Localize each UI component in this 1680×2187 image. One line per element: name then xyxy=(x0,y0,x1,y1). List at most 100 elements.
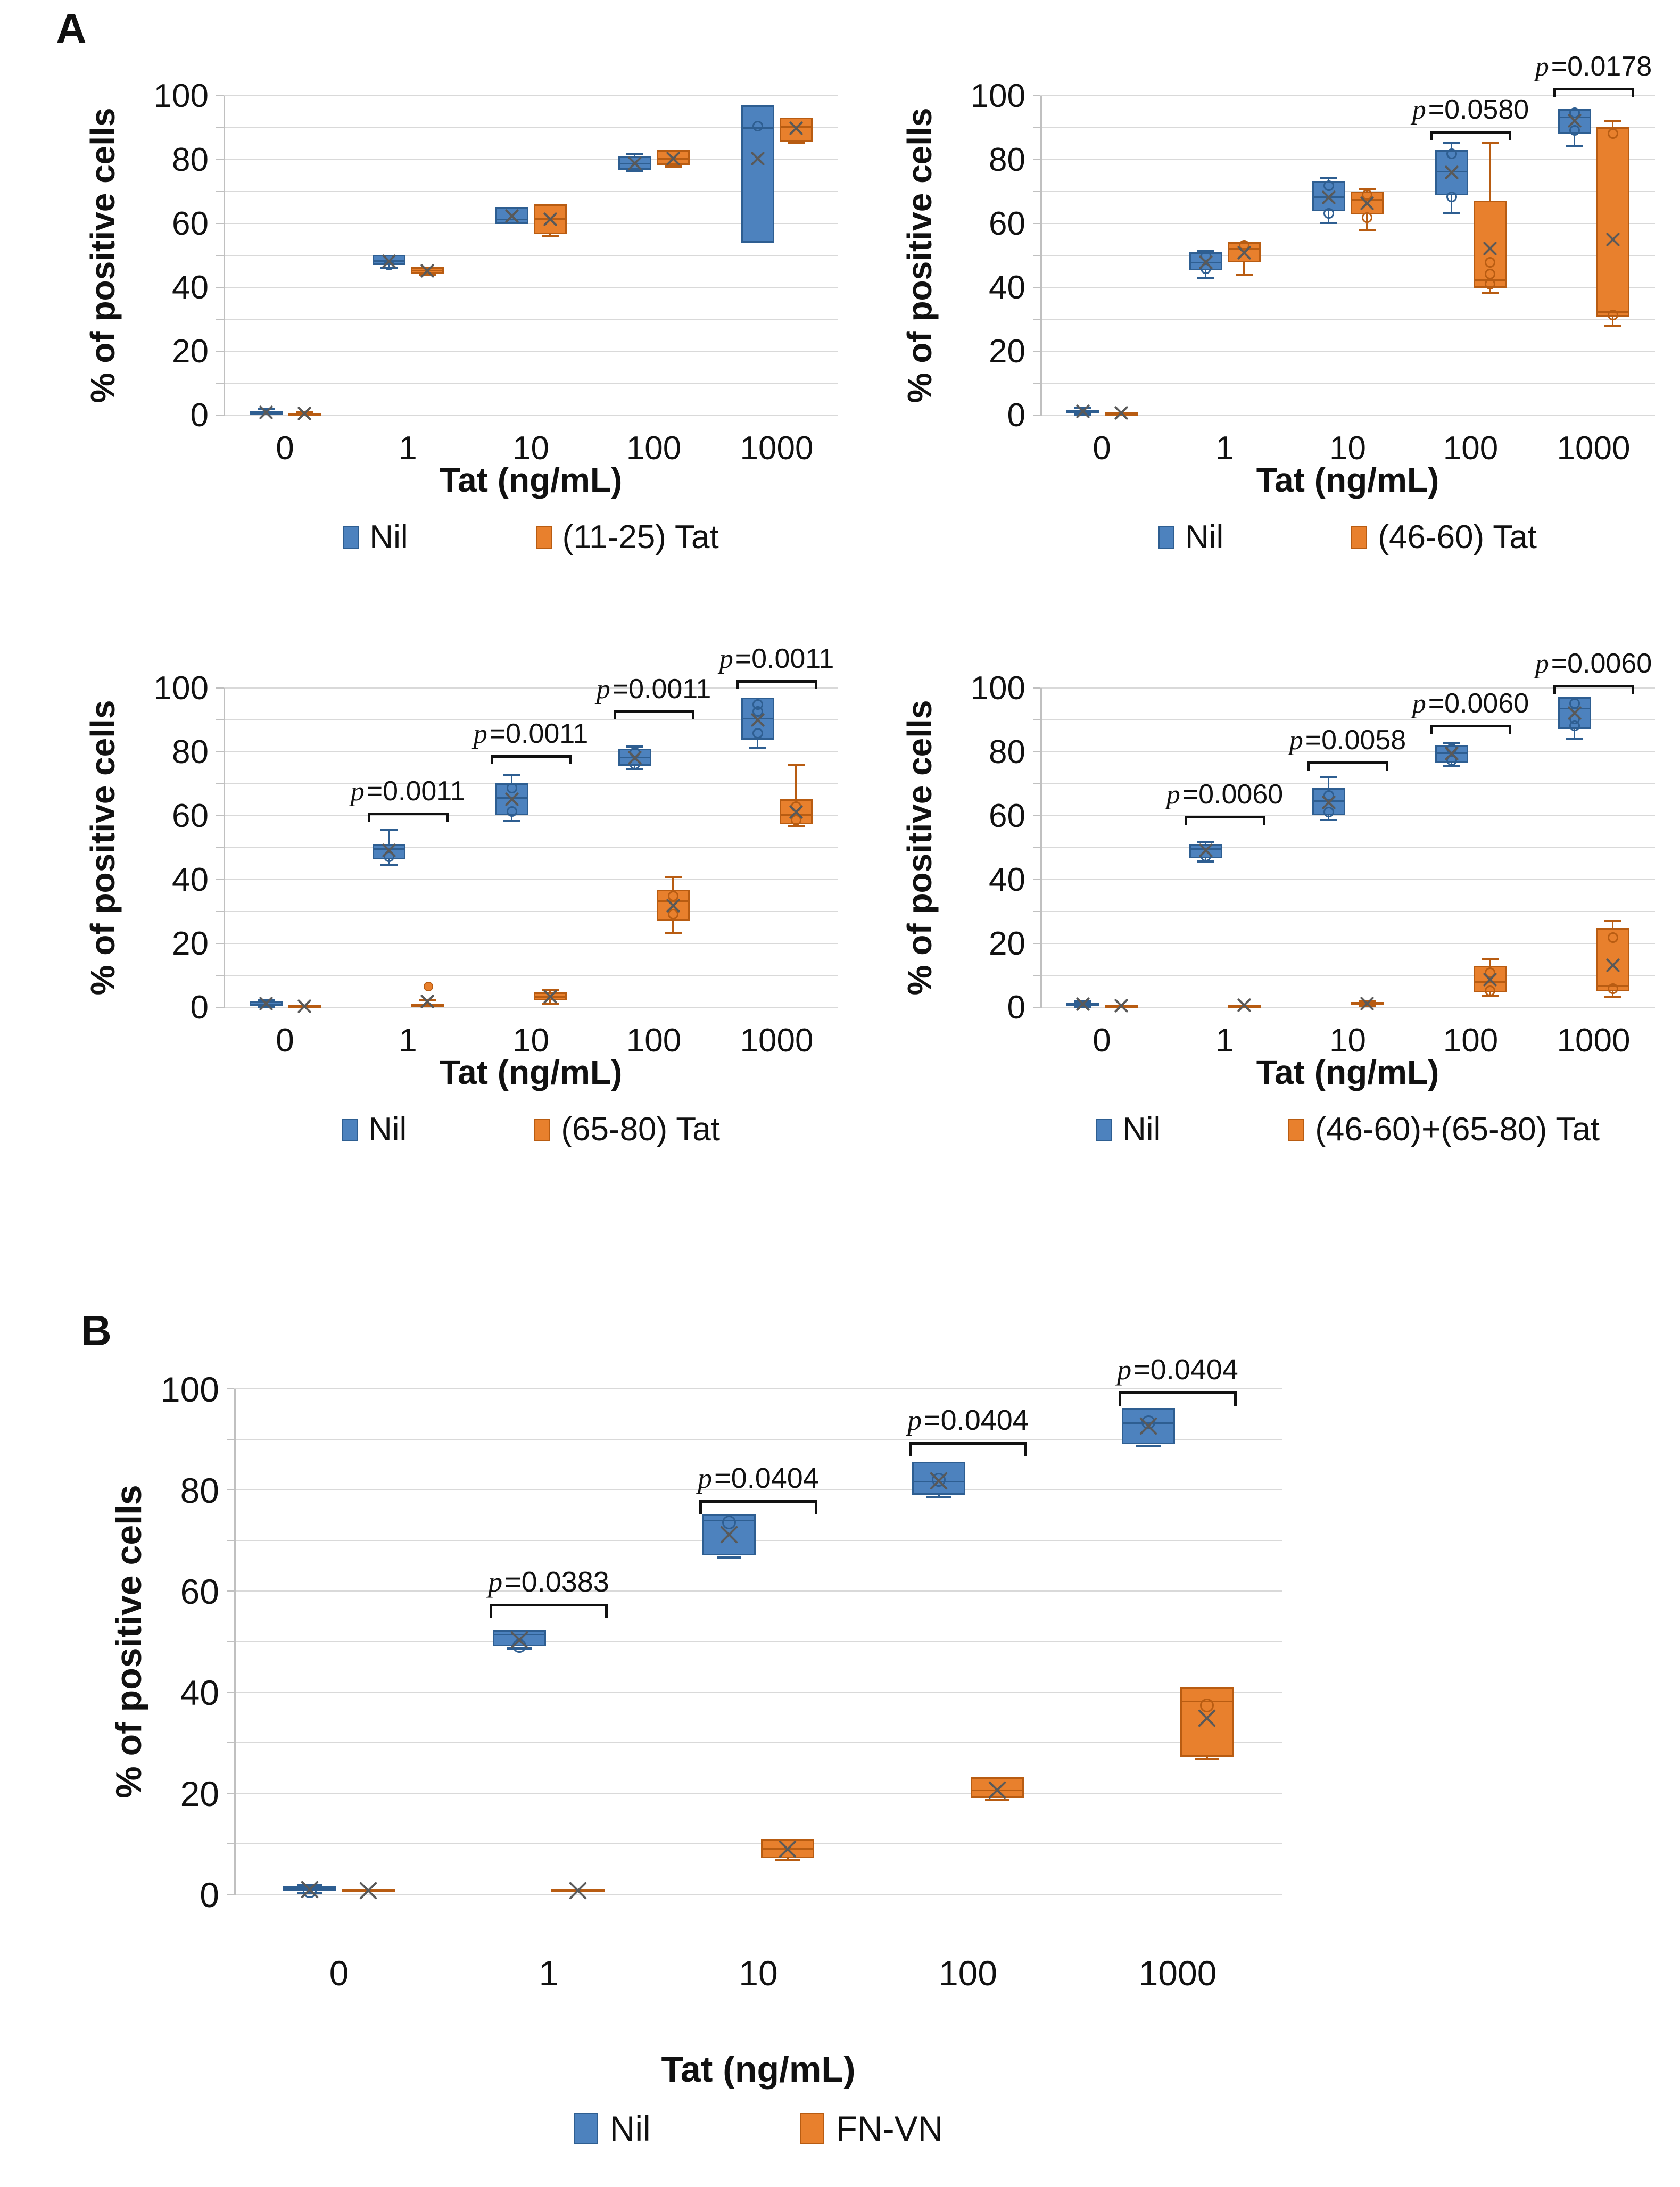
y-axis-tick xyxy=(1033,943,1040,944)
box-nil-cat4-point xyxy=(752,728,763,739)
box-nil-cat2-point xyxy=(506,806,517,817)
gridline xyxy=(1040,223,1655,224)
x-tick-label: 0 xyxy=(276,430,294,467)
box-nil-cat4-cap-low xyxy=(749,746,766,749)
y-axis-tick xyxy=(216,415,224,416)
gridline xyxy=(224,911,838,912)
y-axis-tick xyxy=(216,975,224,976)
x-tick-label: 1 xyxy=(399,1022,417,1059)
box-nil-cat1-mean-marker xyxy=(380,252,398,270)
gridline xyxy=(234,1692,1282,1693)
y-tick-label: 40 xyxy=(180,1673,219,1713)
box-treated-cat1-median xyxy=(410,1004,444,1006)
y-axis-tick xyxy=(227,1742,234,1743)
gridline xyxy=(234,1489,1282,1490)
box-nil-cat1-mean-marker xyxy=(508,1628,531,1652)
gridline xyxy=(1040,847,1655,848)
gridline xyxy=(234,1439,1282,1440)
y-axis-title: % of positive cells xyxy=(900,107,939,403)
y-axis-tick xyxy=(1033,911,1040,912)
box-nil-cat0-cap-low xyxy=(1074,413,1091,416)
y-tick-label: 60 xyxy=(180,1572,219,1612)
gridline xyxy=(1040,943,1655,944)
y-tick-label: 60 xyxy=(989,798,1025,835)
box-treated-cat2-whisker-high xyxy=(549,990,551,993)
legend-swatch-orange xyxy=(799,2113,824,2144)
box-nil-cat1-whisker-low xyxy=(388,859,390,865)
box-treated-cat3-mean-marker xyxy=(664,150,682,168)
box-nil-cat3-cap-low xyxy=(626,170,643,173)
legend: Nil (46-60) Tat xyxy=(1040,516,1655,559)
y-tick-label: 100 xyxy=(153,78,209,115)
x-tick-label: 100 xyxy=(626,1022,682,1059)
box-treated-cat2-cap-low xyxy=(541,234,559,237)
gridline xyxy=(1040,975,1655,976)
gridline xyxy=(1040,255,1655,256)
box-treated-cat2-cap-low xyxy=(775,1859,800,1861)
box-nil-cat3-cap-high xyxy=(626,153,643,156)
box-treated-cat4-point xyxy=(1607,128,1618,139)
box-nil-cat0-cap-high xyxy=(1074,1000,1091,1003)
box-nil-cat0-mean-marker xyxy=(257,403,275,421)
box-nil-cat1-mean-marker xyxy=(1197,253,1215,271)
box-nil-cat3-whisker-low xyxy=(1451,195,1452,213)
box-nil-cat3-cap-low xyxy=(1443,212,1460,214)
x-tick-label: 10 xyxy=(1329,430,1366,467)
legend: Nil (46-60)+(65-80) Tat xyxy=(1040,1108,1655,1151)
box-treated-cat2-whisker-low xyxy=(549,1000,551,1004)
p-value-label: p=0.0404 xyxy=(1117,1353,1238,1386)
box-treated-cat4-cap-low xyxy=(787,825,805,827)
p-value-label: p=0.0058 xyxy=(1289,725,1406,756)
gridline xyxy=(1040,415,1655,416)
legend-swatch-blue xyxy=(343,526,359,549)
gridline xyxy=(224,319,838,320)
box-treated-cat2-mean-marker xyxy=(1358,194,1376,212)
legend: Nil (11-25) Tat xyxy=(224,516,838,559)
box-treated-cat2-cap-high xyxy=(541,989,559,991)
gridline xyxy=(224,287,838,288)
box-nil-cat3-point xyxy=(1446,755,1457,766)
box-nil-cat1-cap-low xyxy=(1197,860,1214,863)
box-treated-cat4 xyxy=(1180,1687,1234,1757)
section-a-label: A xyxy=(56,5,87,52)
box-nil-cat1-whisker-low xyxy=(1205,270,1206,278)
gridline xyxy=(1040,751,1655,752)
box-treated-cat0-mean-marker xyxy=(1112,997,1130,1015)
x-tick-label: 0 xyxy=(1093,430,1111,467)
x-tick-label: 1 xyxy=(399,430,417,467)
box-nil-cat1-cap-high xyxy=(380,829,398,831)
y-axis-tick xyxy=(227,1692,234,1693)
box-treated-cat4-cap-high xyxy=(1604,920,1621,922)
gridline xyxy=(224,879,838,880)
box-treated-cat2-mean-marker xyxy=(776,1837,799,1861)
box-treated-cat0-mean-marker xyxy=(295,404,313,423)
gridline xyxy=(1040,383,1655,384)
legend-label: (46-60) Tat xyxy=(1378,519,1537,556)
box-nil-cat3-mean-marker xyxy=(927,1469,950,1493)
box-nil-cat4-cap-low xyxy=(1566,737,1583,740)
significance-bracket xyxy=(1430,725,1511,734)
y-axis-tick xyxy=(227,1388,234,1389)
legend-swatch-orange xyxy=(535,526,552,549)
boxplot-panel-a2-46-60-tat: 0 20 40 60 80 100 % of positive cells 0 1 10 100 10… xyxy=(878,37,1676,615)
y-tick-label: 0 xyxy=(1007,397,1025,434)
significance-bracket xyxy=(1307,761,1388,771)
box-nil-cat1-cap-low xyxy=(1197,277,1214,279)
box-treated-cat0-mean-marker xyxy=(1112,404,1130,422)
gridline xyxy=(1040,783,1655,784)
box-nil-cat1-mean-marker xyxy=(1197,841,1215,859)
significance-bracket xyxy=(367,813,449,822)
y-axis-tick xyxy=(1033,255,1040,256)
y-axis-tick xyxy=(216,127,224,128)
box-nil-cat2-whisker-high xyxy=(1328,178,1329,181)
boxplot-panel-b-fn-vn: 0 20 40 60 80 100 % of positive cells 0 1 10 100 10… xyxy=(96,1352,1565,2184)
y-axis-tick xyxy=(216,255,224,256)
y-axis-tick xyxy=(1033,319,1040,320)
box-treated-cat3-point xyxy=(1484,279,1495,289)
p-value-label: p=0.0580 xyxy=(1412,94,1529,125)
gridline xyxy=(1040,719,1655,720)
section-b-label: B xyxy=(81,1307,112,1354)
legend-label: (46-60)+(65-80) Tat xyxy=(1315,1111,1600,1148)
y-tick-label: 0 xyxy=(190,397,209,434)
